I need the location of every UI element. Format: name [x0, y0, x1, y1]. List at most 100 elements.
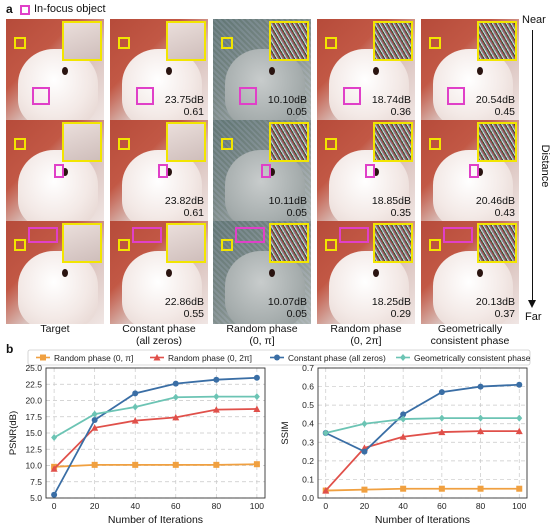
distance-axis-label: Distance: [539, 144, 550, 188]
ssim-value: 0.05: [286, 207, 307, 219]
zoom-region-marker: [325, 138, 337, 150]
data-point: [132, 390, 139, 397]
in-focus-marker: [32, 87, 50, 105]
image-tile: 22.86dB 0.55: [110, 221, 208, 324]
series-line: [53, 376, 257, 496]
metric-label: 23.75dB 0.61: [165, 94, 204, 118]
image-tile: 18.25dB 0.29: [317, 221, 415, 324]
psnr-value: 23.82dB: [164, 195, 204, 207]
data-point: [400, 415, 407, 423]
psnr-value: 20.54dB: [475, 94, 515, 106]
image-tile: 10.07dB 0.05: [213, 221, 311, 324]
metric-label: 18.25dB 0.29: [372, 296, 411, 320]
data-point: [400, 354, 406, 361]
zoom-region-marker: [14, 138, 26, 150]
zoom-region-marker: [221, 37, 233, 49]
data-point: [438, 389, 445, 396]
x-tick-label: 80: [476, 501, 486, 511]
in-focus-marker: [136, 87, 154, 105]
image-tile: 18.85dB 0.35: [317, 120, 415, 223]
zoom-inset: [269, 21, 309, 61]
series-line: [53, 408, 257, 470]
bunny-eye: [269, 168, 275, 176]
bunny-eye: [62, 67, 68, 75]
data-point: [361, 486, 368, 493]
x-tick-label: 0: [323, 501, 328, 511]
zoom-inset: [477, 223, 517, 263]
in-focus-marker: [239, 87, 257, 105]
data-point: [213, 461, 220, 468]
x-tick-label: 40: [130, 501, 140, 511]
image-tile: 10.10dB 0.05: [213, 19, 311, 122]
zoom-inset: [373, 223, 413, 263]
bunny-eye: [269, 269, 275, 277]
ssim-value: 0.05: [286, 106, 307, 118]
metric-label: 20.13dB 0.37: [476, 296, 515, 320]
image-tile: 20.13dB 0.37: [421, 221, 519, 324]
data-point: [515, 427, 523, 435]
data-point: [172, 413, 180, 421]
zoom-region-marker: [429, 239, 441, 251]
data-point: [361, 420, 368, 428]
data-point: [132, 461, 139, 468]
plot-frame: [317, 367, 528, 499]
bunny-eye: [373, 67, 379, 75]
legend-label: Constant phase (all zeros): [288, 353, 386, 363]
in-focus-marker: [158, 164, 168, 178]
data-point: [516, 381, 523, 388]
bunny-image: [329, 251, 409, 324]
bunny-image: [225, 251, 305, 324]
bunny-image: [18, 150, 98, 223]
psnr-value: 22.86dB: [164, 296, 204, 308]
in-focus-marker: [261, 164, 271, 178]
in-focus-marker: [132, 227, 162, 243]
data-point: [253, 461, 260, 468]
bunny-image: [122, 251, 202, 324]
bunny-eye: [62, 168, 68, 176]
image-tile: [6, 221, 104, 324]
in-focus-marker: [447, 87, 465, 105]
column-label: Constant phase (all zeros): [122, 323, 196, 347]
metric-label: 22.86dB 0.55: [165, 296, 204, 320]
data-point: [516, 485, 523, 492]
data-point: [172, 461, 179, 468]
x-tick-label: 20: [90, 501, 100, 511]
y-tick-label: 0.1: [302, 474, 314, 484]
data-point: [253, 374, 260, 381]
charts-svg: Random phase (0, π] Random phase (0, 2π] C…: [8, 349, 531, 526]
legend-label: Random phase (0, 2π]: [168, 353, 252, 363]
series-line: [325, 430, 520, 492]
image-tile: 23.75dB 0.61: [110, 19, 208, 122]
psnr-value: 20.46dB: [475, 195, 515, 207]
zoom-inset: [62, 223, 102, 263]
metric-label: 10.11dB 0.05: [269, 195, 307, 219]
y-tick-label: 0.2: [302, 456, 314, 466]
bunny-image: [329, 49, 409, 122]
bunny-eye: [166, 269, 172, 277]
bunny-image: [329, 150, 409, 223]
zoom-inset: [62, 122, 102, 162]
ssim-value: 0.36: [390, 106, 411, 118]
bunny-eye: [166, 67, 172, 75]
distance-axis-line: [532, 30, 533, 306]
data-point: [91, 410, 98, 418]
data-point: [51, 434, 58, 442]
zoom-region-marker: [221, 239, 233, 251]
y-tick-label: 17.5: [25, 412, 42, 422]
in-focus-marker: [235, 227, 265, 243]
legend-label: Geometrically consistent phase: [414, 353, 531, 363]
y-tick-label: 0.3: [302, 437, 314, 447]
y-axis-label: SSIM: [280, 421, 291, 444]
ssim-value: 0.35: [390, 207, 411, 219]
data-point: [50, 465, 58, 472]
series-line: [325, 417, 520, 434]
zoom-inset: [269, 122, 309, 162]
bunny-eye: [166, 168, 172, 176]
zoom-region-marker: [221, 138, 233, 150]
data-point: [400, 485, 407, 492]
bunny-image: [433, 49, 513, 122]
psnr-value: 23.75dB: [164, 94, 204, 106]
psnr-value: 10.11dB: [268, 195, 307, 207]
y-tick-label: 25.0: [25, 363, 42, 373]
y-tick-label: 0.0: [302, 493, 314, 503]
